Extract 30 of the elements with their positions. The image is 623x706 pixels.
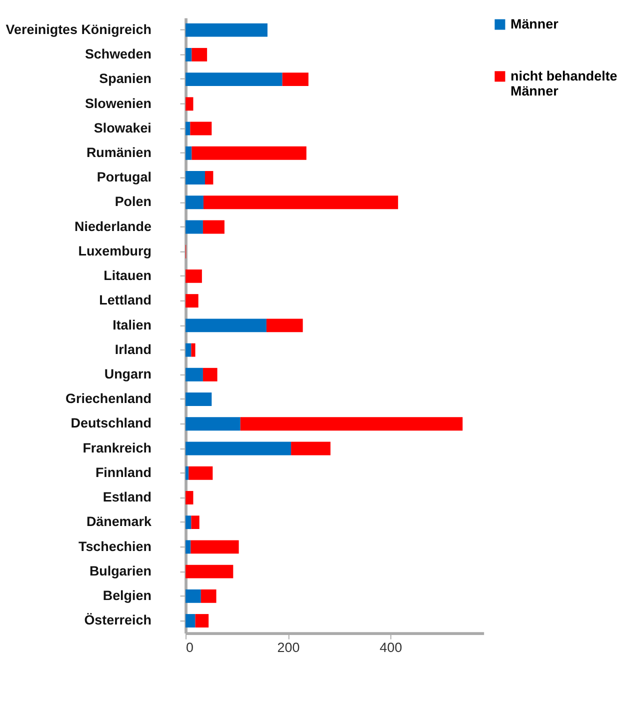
y-tick-label: Litauen bbox=[104, 268, 152, 284]
y-tick-label: Ungarn bbox=[104, 366, 152, 382]
x-tick-label: 200 bbox=[277, 640, 300, 655]
y-tick-label: Irland bbox=[114, 342, 152, 357]
y-tick-label: Estland bbox=[102, 490, 152, 505]
y-tick-label: Schweden bbox=[84, 46, 152, 62]
y-tick-label: Slowakei bbox=[94, 120, 152, 136]
legend-label: nicht behandelte Männer bbox=[510, 68, 618, 99]
y-tick-label: Polen bbox=[114, 194, 152, 210]
y-tick-label: Lettland bbox=[99, 292, 152, 308]
y-tick-label: Spanien bbox=[99, 71, 152, 86]
y-tick-label: Griechenland bbox=[66, 391, 152, 406]
y-tick-label: Rumänien bbox=[86, 144, 152, 160]
y-tick-label: Belgien bbox=[102, 588, 152, 604]
y-tick-label: Niederlande bbox=[74, 218, 152, 234]
y-tick-label: Portugal bbox=[96, 170, 152, 185]
y-tick-label: Frankreich bbox=[82, 440, 152, 456]
y-tick-label: Österreich bbox=[84, 612, 152, 628]
x-tick-label: 0 bbox=[186, 640, 194, 655]
y-tick-label: Deutschland bbox=[70, 416, 152, 431]
y-tick-label: Luxemburg bbox=[78, 243, 152, 258]
x-tick-label: 400 bbox=[380, 640, 402, 655]
y-tick-label: Italien bbox=[112, 317, 152, 332]
y-tick-label: Slowenien bbox=[84, 96, 152, 111]
y-tick-label: Dänemark bbox=[86, 514, 152, 530]
legend-label: Männer bbox=[510, 16, 560, 32]
y-tick-label: Tschechien bbox=[78, 538, 152, 554]
y-tick-label: Finnland bbox=[95, 464, 152, 480]
y-tick-label: Bulgarien bbox=[89, 563, 152, 578]
y-tick-label: Vereinigtes Königreich bbox=[6, 22, 152, 37]
